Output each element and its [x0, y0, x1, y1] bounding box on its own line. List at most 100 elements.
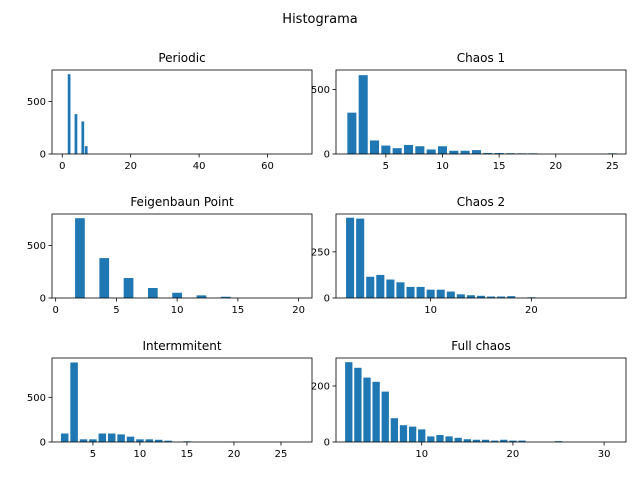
- bar: [396, 282, 404, 298]
- bar: [391, 418, 398, 442]
- bar: [99, 434, 107, 442]
- x-tick-label: 15: [232, 305, 245, 316]
- subplot-title: Periodic: [158, 51, 205, 65]
- bar: [356, 219, 364, 298]
- bar: [172, 293, 182, 298]
- y-tick-label: 0: [40, 294, 46, 305]
- bar: [61, 434, 69, 442]
- bar: [438, 146, 447, 154]
- y-tick-label: 0: [40, 150, 46, 161]
- y-tick-label: 500: [27, 97, 46, 108]
- x-tick-label: 20: [292, 305, 305, 316]
- bar: [427, 149, 436, 154]
- bar: [427, 290, 435, 298]
- axes-frame: [52, 70, 312, 154]
- x-tick-label: 20: [507, 449, 520, 460]
- bar: [117, 434, 125, 442]
- y-tick-label: 500: [27, 241, 46, 252]
- bar: [366, 277, 374, 298]
- bar: [370, 140, 379, 154]
- bar: [80, 439, 88, 442]
- x-tick-label: 10: [424, 305, 437, 316]
- x-tick-label: 15: [493, 161, 506, 172]
- bar: [136, 439, 144, 442]
- bar: [393, 148, 402, 154]
- bar: [124, 278, 134, 298]
- y-tick-label: 0: [324, 294, 330, 305]
- bar: [108, 434, 116, 442]
- y-tick-label: 500: [27, 393, 46, 404]
- bar: [85, 146, 88, 154]
- bar: [427, 436, 434, 442]
- y-tick-label: 0: [324, 150, 330, 161]
- bar: [99, 258, 109, 298]
- y-tick-label: 250: [311, 247, 330, 258]
- bar: [363, 378, 370, 442]
- bar: [437, 290, 445, 298]
- bar: [386, 280, 394, 298]
- bar: [372, 382, 379, 442]
- x-tick-label: 0: [59, 161, 65, 172]
- bar: [457, 294, 465, 298]
- x-tick-label: 5: [113, 305, 119, 316]
- subplot-title: Full chaos: [451, 339, 510, 353]
- subplot-feigenbaun-point: Feigenbaun Point 0 5 10 15 20 0 500: [27, 195, 312, 316]
- subplot-title: Chaos 1: [457, 51, 505, 65]
- x-tick-label: 15: [181, 449, 194, 460]
- bar: [89, 439, 97, 442]
- bar: [409, 427, 416, 442]
- y-tick-label: 0: [324, 438, 330, 449]
- bar: [436, 435, 443, 442]
- x-tick-label: 25: [275, 449, 288, 460]
- bar: [404, 145, 413, 154]
- x-tick-label: 10: [134, 449, 147, 460]
- bar: [415, 146, 424, 154]
- bar: [347, 113, 356, 154]
- axes-frame: [52, 214, 312, 298]
- bar: [381, 146, 390, 154]
- x-tick-label: 10: [171, 305, 184, 316]
- bar: [464, 439, 471, 442]
- x-tick-label: 20: [525, 305, 538, 316]
- x-tick-label: 5: [383, 161, 389, 172]
- x-tick-label: 0: [52, 305, 58, 316]
- bar: [445, 436, 452, 442]
- bar: [70, 362, 78, 442]
- bar: [417, 287, 425, 298]
- bar: [418, 429, 425, 442]
- bar: [467, 295, 475, 298]
- subplot-title: Feigenbaun Point: [130, 195, 234, 209]
- bar: [354, 368, 361, 442]
- x-tick-label: 20: [228, 449, 241, 460]
- bar: [346, 218, 354, 298]
- bar: [75, 218, 85, 298]
- bar: [406, 287, 414, 298]
- bar: [376, 275, 384, 298]
- bar: [68, 74, 71, 154]
- x-tick-label: 5: [90, 449, 96, 460]
- x-tick-label: 40: [193, 161, 206, 172]
- bar: [81, 121, 84, 154]
- bar: [127, 437, 135, 442]
- bar: [148, 288, 158, 298]
- bar: [461, 151, 470, 154]
- y-tick-label: 500: [311, 85, 330, 96]
- bar: [146, 439, 154, 442]
- bar: [472, 150, 481, 154]
- bar: [455, 438, 462, 442]
- subplot-periodic: Periodic 0 20 40 60 0 500: [27, 51, 312, 172]
- x-tick-label: 20: [124, 161, 137, 172]
- bar: [359, 75, 368, 154]
- x-tick-label: 25: [606, 161, 619, 172]
- bar: [447, 292, 455, 298]
- figure-suptitle: Histograma: [282, 12, 357, 27]
- bar: [345, 362, 352, 442]
- bar: [75, 114, 78, 154]
- x-tick-label: 60: [261, 161, 274, 172]
- bar: [382, 392, 389, 442]
